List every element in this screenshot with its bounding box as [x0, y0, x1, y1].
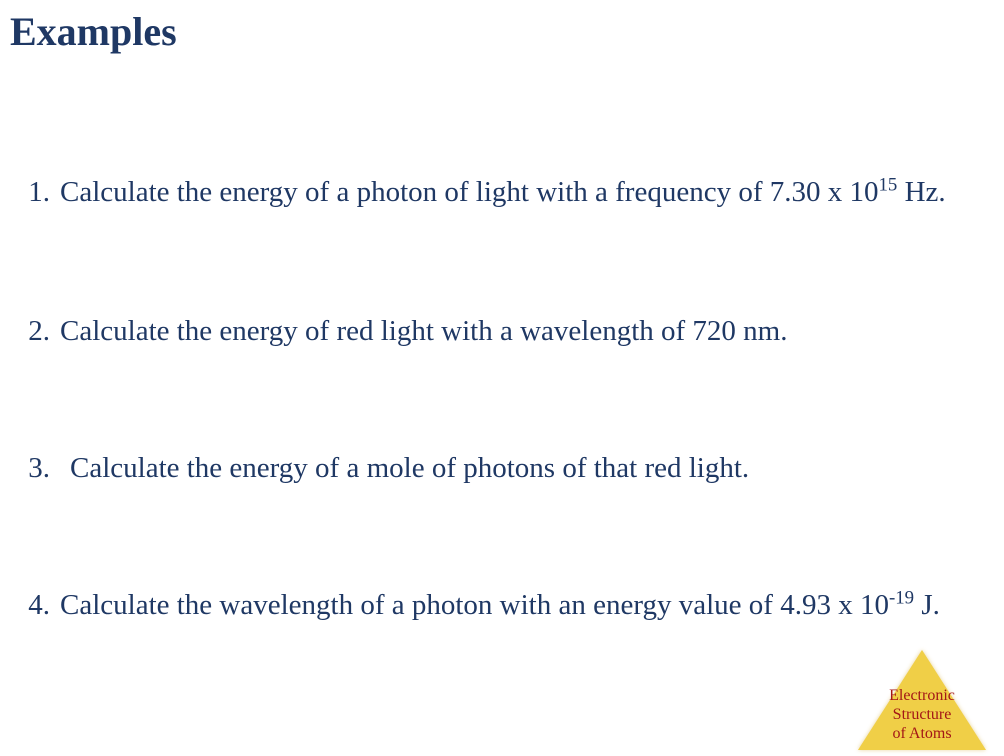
item-text-pre: Calculate the wavelength of a photon wit…	[60, 589, 889, 621]
item-text-sup: -19	[889, 588, 914, 609]
item-text-pre: Calculate the energy of red light with a…	[60, 315, 787, 347]
badge-line-1: Electronic	[889, 687, 955, 704]
badge-text: Electronic Structure of Atoms	[858, 686, 986, 744]
list-item: Calculate the energy of a photon of ligh…	[20, 173, 984, 212]
list-item: Calculate the wavelength of a photon wit…	[20, 586, 984, 625]
item-text-pre: Calculate the energy of a mole of photon…	[70, 452, 749, 484]
example-list: Calculate the energy of a photon of ligh…	[20, 173, 984, 626]
item-text-post: Hz.	[897, 176, 945, 208]
badge-line-2: Structure	[893, 706, 952, 723]
slide-title: Examples	[0, 0, 1004, 55]
chapter-badge: Electronic Structure of Atoms	[858, 650, 986, 750]
list-item: Calculate the energy of red light with a…	[20, 312, 984, 351]
badge-line-3: of Atoms	[892, 725, 951, 742]
item-text-post: J.	[914, 589, 940, 621]
list-item: Calculate the energy of a mole of photon…	[20, 449, 984, 488]
item-text-pre: Calculate the energy of a photon of ligh…	[60, 176, 879, 208]
item-text-sup: 15	[879, 174, 898, 195]
content-area: Calculate the energy of a photon of ligh…	[0, 173, 1004, 626]
